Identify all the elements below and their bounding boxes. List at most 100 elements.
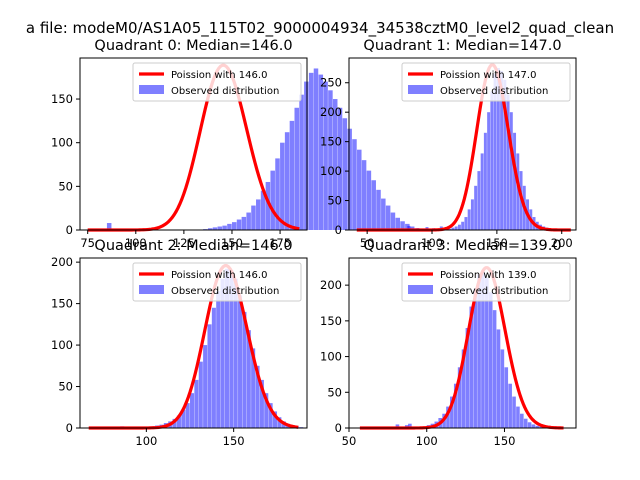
y-tick-label: 200 [320,105,342,119]
histogram-bar [224,268,229,428]
histogram-bar [229,270,234,428]
legend-bar-swatch [139,85,164,94]
panel-0: Quadrant 0: Median=146.0 75 100 125 150 175 0 5… [51,38,425,250]
histogram-bar [198,361,203,428]
histogram-bar [308,72,314,230]
legend-label-poisson: Poission with 146.0 [171,70,267,81]
histogram-bar [457,224,461,230]
histogram-bar [481,270,485,428]
axes-frame [348,57,577,231]
histogram-bar [531,424,536,428]
histogram-bar [264,393,269,428]
legend-box [132,262,302,302]
x-tick-label: 125 [173,236,195,250]
histogram-bar [450,396,454,428]
histogram-bar [304,81,309,230]
y-tick-label: 150 [320,135,342,149]
x-tick-label: 150 [486,236,508,250]
histogram-bar [207,324,212,428]
histogram-bar [470,199,474,230]
histogram-bar [469,306,474,428]
x-tick-label: 50 [342,434,357,448]
histogram-bar [172,418,177,428]
histogram-bar [185,403,190,428]
histogram-bar [236,219,242,230]
histogram-bar [246,330,251,428]
histogram-bar [480,153,484,230]
histogram-bar [289,120,295,230]
y-tick-label: 50 [58,179,73,193]
histogram-bar [238,295,243,428]
legend: Poission with 146.0 Observed distribution [132,262,302,302]
axes-frame [348,257,577,429]
histogram-bars [120,268,304,428]
histogram-bar [509,112,513,230]
legend: Poission with 139.0 Observed distribution [401,262,571,302]
panel-title: Quadrant 3: Median=139.0 [363,238,561,254]
histogram-bar [407,225,411,230]
histogram-bar [527,422,532,428]
histogram-bar [461,349,466,428]
histogram-bar [512,396,516,428]
histogram-bar [299,94,304,231]
histogram-bar [488,292,493,428]
y-tick-label: 0 [66,421,73,435]
histogram-bar [506,94,510,231]
y-tick-label: 100 [51,338,73,352]
histogram-bar [523,418,528,428]
histogram-bar [222,225,227,230]
histogram-bar [313,68,319,230]
legend-label-poisson: Poission with 147.0 [440,70,536,81]
y-tick-label: 0 [335,223,342,237]
histogram-bar [272,411,278,428]
legend-label-poisson: Poission with 139.0 [440,270,536,281]
histogram-bars [106,68,425,231]
legend-bar-swatch [408,285,433,294]
panel-3: Quadrant 3: Median=139.050 100 15005010015… [320,238,577,448]
x-tick-label: 75 [80,236,95,250]
x-tick-label: 100 [135,434,157,448]
histogram-bar [493,73,497,230]
histogram-bar [217,226,223,230]
histogram-bar [520,413,524,428]
legend-bar-swatch [408,85,433,94]
histogram-bar [260,190,266,230]
histogram-bar [342,118,348,230]
histogram-bar [181,409,186,428]
legend-label-poisson: Poission with 146.0 [171,270,267,281]
histogram-bar [485,278,489,428]
histogram-bar [280,142,285,230]
x-tick-label: 50 [360,236,375,250]
histogram-bar [246,212,251,230]
histogram-bar [381,198,386,230]
y-tick-label: 50 [327,385,342,399]
histogram-bar [366,170,372,230]
histogram-bar [251,205,256,230]
histogram-bar [337,107,343,230]
histogram-bar [453,383,458,428]
x-tick-label: 150 [223,434,245,448]
legend: Poission with 146.0 Observed distribution [132,62,302,102]
x-tick-label: 175 [269,236,291,250]
histogram-bar [211,307,216,428]
x-tick-label: 100 [421,236,443,250]
histogram-bar [294,107,300,230]
y-tick-label: 150 [51,92,73,106]
histogram-bar [457,367,462,428]
histogram-bar [400,221,405,230]
histogram-bar [477,274,481,428]
histogram-bar [539,426,544,428]
histogram-bar [212,227,218,230]
y-tick-label: 100 [320,164,342,178]
y-tick-label: 0 [335,421,342,435]
panel-title: Quadrant 2: Median=146.0 [94,238,292,254]
histogram-bar [461,221,465,230]
histogram-bar [474,185,478,230]
histogram-bar [516,153,520,230]
legend-bar-swatch [139,285,164,294]
histogram-bar [190,393,195,428]
histogram-bar [500,70,504,231]
histogram-bar [408,423,412,428]
legend-label-observed: Observed distribution [440,86,548,97]
y-tick-label: 50 [58,380,73,394]
